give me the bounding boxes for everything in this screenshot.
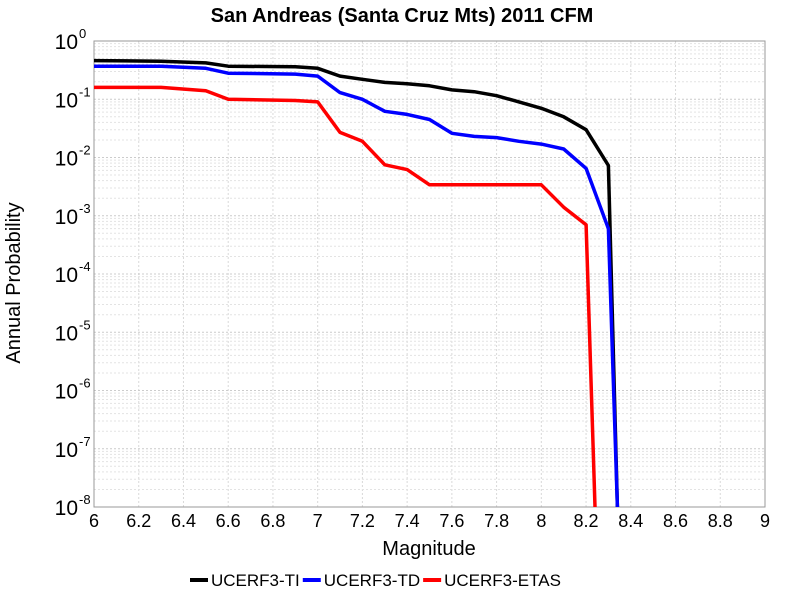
y-tick-label: 10 (55, 381, 78, 404)
x-tick-label: 6.2 (126, 511, 151, 531)
x-tick-label: 7.4 (395, 511, 420, 531)
legend-label: UCERF3-TI (211, 571, 300, 590)
y-tick-label: 10 (55, 89, 78, 112)
y-tick-label: 10 (55, 264, 78, 287)
legend-label: UCERF3-ETAS (444, 571, 561, 590)
plot-frame (93, 40, 766, 508)
y-tick-label: 10 (55, 439, 78, 462)
x-axis-label: Magnitude (382, 538, 475, 560)
y-tick-label: 10 (55, 322, 78, 345)
y-tick-exponent: -2 (79, 143, 91, 158)
x-tick-label: 9 (760, 511, 770, 531)
x-tick-label: 8.8 (708, 511, 733, 531)
x-tick-label: 7.2 (350, 511, 375, 531)
x-tick-label: 6.6 (216, 511, 241, 531)
legend: UCERF3-TI UCERF3-TD UCERF3-ETAS (190, 571, 561, 590)
x-tick-label: 8 (536, 511, 546, 531)
x-tick-label: 7.8 (484, 511, 509, 531)
y-tick-label: 10 (55, 206, 78, 229)
x-tick-label: 8.4 (618, 511, 643, 531)
series-line-ucerf3-td (94, 64, 620, 508)
x-tick-label: 8.6 (663, 511, 688, 531)
y-tick-exponent: 0 (79, 26, 86, 41)
y-tick-exponent: -8 (79, 492, 91, 507)
y-tick-exponent: -4 (79, 259, 91, 274)
y-tick-label: 10 (55, 497, 78, 520)
y-axis-label: Annual Probability (3, 202, 25, 363)
y-tick-label: 10 (55, 148, 78, 171)
x-tick-label: 6 (89, 511, 99, 531)
x-tick-label: 8.2 (574, 511, 599, 531)
series-line-ucerf3-ti (93, 58, 620, 508)
x-tick-label: 6.8 (260, 511, 285, 531)
y-tick-exponent: -3 (79, 201, 91, 216)
y-tick-exponent: -6 (79, 376, 91, 391)
series-lines (93, 58, 620, 508)
y-tick-exponent: -1 (79, 84, 91, 99)
y-tick-exponent: -7 (79, 434, 91, 449)
y-tick-label: 10 (55, 31, 78, 54)
legend-label: UCERF3-TD (324, 571, 420, 590)
series-line-ucerf3-etas (94, 85, 597, 508)
x-tick-labels: 6 6.2 6.4 6.6 6.8 7 7.2 7.4 7.6 7.8 8 8.2 8.4 8.6 8.8 9 (89, 511, 770, 531)
x-tick-label: 6.4 (171, 511, 196, 531)
chart-title: San Andreas (Santa Cruz Mts) 2011 CFM (211, 5, 594, 27)
x-tick-label: 7 (313, 511, 323, 531)
y-tick-exponent: -5 (79, 317, 91, 332)
grid (93, 41, 766, 508)
x-tick-label: 7.6 (439, 511, 464, 531)
